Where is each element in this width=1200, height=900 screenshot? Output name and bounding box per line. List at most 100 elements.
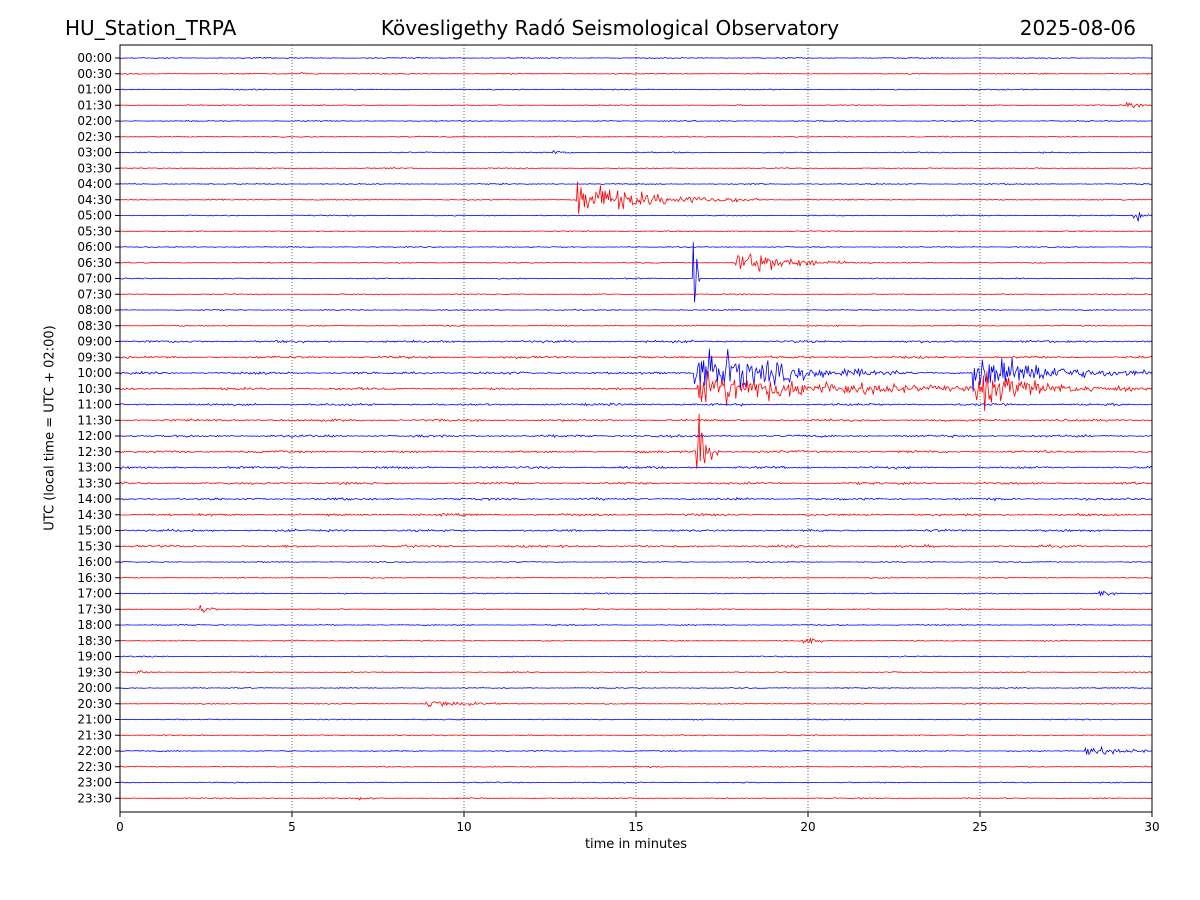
trace-row-0630	[120, 252, 1153, 273]
y-tick-label: 07:00	[77, 272, 112, 286]
y-tick-label: 14:00	[77, 492, 112, 506]
y-tick-label: 19:00	[77, 650, 112, 664]
trace-row-1700	[119, 590, 1153, 597]
y-tick-label: 10:30	[77, 382, 112, 396]
y-tick-label: 08:00	[77, 303, 112, 317]
y-tick-label: 04:30	[77, 193, 112, 207]
x-tick-label: 10	[456, 820, 471, 834]
trace-row-1200	[119, 433, 1153, 439]
grid-lines	[291, 45, 981, 812]
y-tick-label: 05:30	[77, 224, 112, 238]
y-tick-label: 17:30	[77, 602, 112, 616]
trace-row-0530	[119, 230, 1153, 233]
trace-group	[119, 56, 1153, 801]
trace-row-1230	[119, 413, 1153, 469]
trace-row-0800	[119, 308, 1152, 312]
trace-row-0230	[119, 135, 1153, 138]
trace-row-0300	[119, 149, 1152, 155]
y-tick-label: 21:00	[77, 713, 112, 727]
x-tick-label: 15	[628, 820, 643, 834]
y-tick-label: 18:00	[77, 618, 112, 632]
trace-row-1830	[119, 637, 1153, 645]
y-tick-label: 09:00	[77, 335, 112, 349]
trace-row-1030	[119, 370, 1153, 412]
y-tick-label: 20:00	[77, 681, 112, 695]
y-tick-label: 10:00	[77, 366, 112, 380]
y-tick-label: 21:30	[77, 728, 112, 742]
x-tick-label: 25	[972, 820, 987, 834]
y-tick-label: 04:00	[77, 177, 112, 191]
y-tick-label: 23:30	[77, 791, 112, 805]
y-tick-label: 16:30	[77, 571, 112, 585]
y-tick-label: 09:30	[77, 350, 112, 364]
y-tick-label: 02:30	[77, 130, 112, 144]
trace-row-1130	[119, 418, 1153, 423]
y-tick-label: 18:30	[77, 634, 112, 648]
trace-row-1600	[119, 560, 1153, 564]
y-tick-label: 15:30	[77, 539, 112, 553]
trace-row-1800	[119, 623, 1153, 627]
y-tick-label: 08:30	[77, 319, 112, 333]
trace-row-2230	[119, 765, 1153, 768]
station-name: HU_Station_TRPA	[65, 16, 237, 40]
trace-row-2200	[119, 745, 1153, 756]
y-tick-label: 19:30	[77, 665, 112, 679]
trace-row-0500	[119, 212, 1153, 222]
trace-row-1430	[119, 512, 1153, 517]
x-tick-label: 0	[116, 820, 124, 834]
y-tick-label: 22:30	[77, 760, 112, 774]
y-tick-label: 20:30	[77, 697, 112, 711]
y-tick-label: 00:30	[77, 67, 112, 81]
trace-row-0700	[119, 242, 1153, 303]
trace-row-1300	[119, 465, 1153, 470]
x-tick-label: 20	[800, 820, 815, 834]
y-tick-label: 06:00	[77, 240, 112, 254]
y-tick-label: 01:30	[77, 98, 112, 112]
trace-row-0400	[119, 182, 1153, 186]
x-axis: 0 5 10 15 20 25 30	[116, 812, 1160, 834]
trace-row-1500	[119, 528, 1153, 533]
y-tick-label: 06:30	[77, 256, 112, 270]
y-tick-label: 11:30	[77, 413, 112, 427]
trace-row-0330	[119, 167, 1153, 170]
y-tick-label: 05:00	[77, 209, 112, 223]
trace-row-0830	[119, 324, 1152, 328]
y-tick-label: 23:00	[77, 776, 112, 790]
trace-row-0130	[119, 101, 1153, 109]
trace-row-0730	[119, 293, 1153, 296]
y-tick-label: 12:00	[77, 429, 112, 443]
y-axis-label: UTC (local time = UTC + 02:00)	[42, 325, 58, 531]
chart-title: Kövesligethy Radó Seismological Observat…	[380, 16, 840, 40]
trace-row-2330	[119, 796, 1153, 801]
y-tick-label: 16:00	[77, 555, 112, 569]
y-tick-label: 12:30	[77, 445, 112, 459]
y-tick-label: 03:30	[77, 161, 112, 175]
trace-row-1630	[119, 576, 1153, 580]
trace-row-2000	[119, 686, 1153, 690]
y-tick-label: 13:30	[77, 476, 112, 490]
trace-row-2300	[119, 781, 1153, 784]
chart-date: 2025-08-06	[1019, 16, 1136, 40]
x-tick-label: 5	[288, 820, 296, 834]
y-tick-label: 03:00	[77, 146, 112, 160]
trace-row-1330	[119, 481, 1153, 486]
trace-row-1000	[119, 348, 1153, 392]
trace-row-0100	[119, 88, 1153, 91]
y-tick-label: 01:00	[77, 83, 112, 97]
trace-row-0200	[119, 119, 1152, 123]
x-axis-label: time in minutes	[584, 837, 688, 852]
y-tick-label: 07:30	[77, 287, 112, 301]
trace-row-2100	[120, 718, 1153, 721]
trace-row-1900	[120, 655, 1153, 658]
y-tick-label: 15:00	[77, 524, 112, 538]
y-tick-label: 14:30	[77, 508, 112, 522]
trace-row-0930	[119, 355, 1153, 360]
y-tick-label: 02:00	[77, 114, 112, 128]
x-tick-label: 30	[1144, 820, 1159, 834]
trace-row-1400	[119, 496, 1153, 502]
trace-row-1530	[119, 543, 1153, 549]
trace-row-1100	[119, 402, 1153, 407]
trace-row-2030	[119, 701, 1153, 708]
